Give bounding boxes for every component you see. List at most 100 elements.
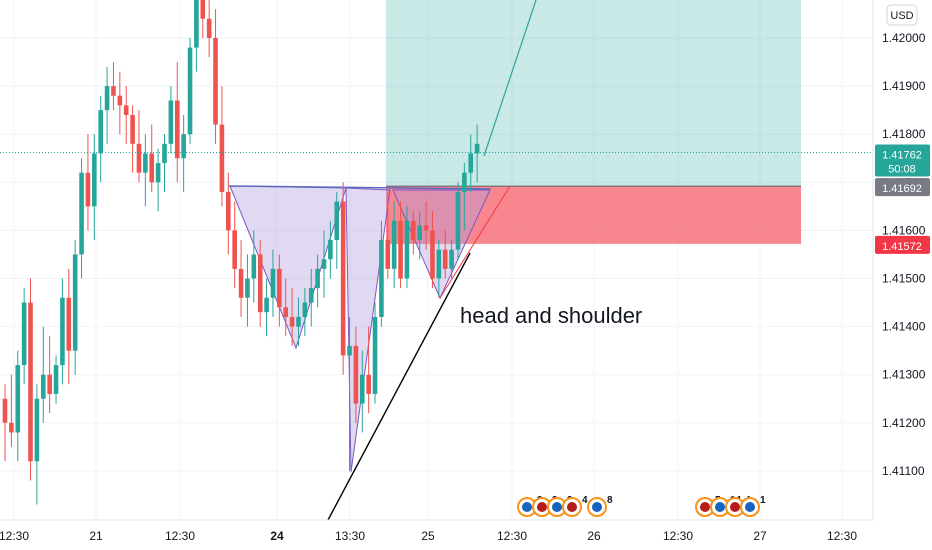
candle-body (334, 201, 340, 241)
candle (251, 230, 257, 303)
candle-body (130, 114, 135, 144)
candle-body (353, 345, 359, 404)
candle (315, 254, 320, 308)
candle-body (206, 18, 212, 38)
candle-body (219, 124, 225, 192)
candle (442, 230, 448, 279)
candle (321, 230, 327, 298)
target-zone (386, 0, 801, 187)
price-tick-label: 1.41600 (882, 223, 926, 237)
candle-body (34, 398, 40, 462)
candle-body (60, 297, 65, 366)
candle (21, 288, 27, 385)
candle-body (302, 302, 308, 317)
candle (238, 240, 244, 317)
candle (85, 134, 91, 231)
price-tick-label: 1.41400 (882, 320, 926, 334)
price-tick-label: 1.41100 (882, 464, 925, 478)
candle (264, 278, 269, 337)
candle (66, 268, 72, 385)
time-tick-label: 12:30 (827, 529, 857, 543)
economic-events[interactable]: 3334851441 (517, 495, 766, 517)
candle-body (123, 105, 129, 115)
candle (462, 163, 467, 231)
currency-label: USD (890, 10, 913, 22)
price-tick-label: 1.41300 (882, 368, 926, 382)
last-price-badge-text: 1.41762 (882, 149, 922, 161)
candle-body (417, 225, 422, 241)
candle (194, 0, 199, 72)
candle (277, 254, 282, 327)
candle-body (155, 163, 161, 183)
event-count: 8 (607, 495, 613, 506)
neckline (227, 185, 491, 190)
candle-body (149, 153, 155, 183)
economic-event-icon[interactable]: 4 (562, 495, 588, 517)
economic-event-icon[interactable]: 8 (587, 495, 613, 517)
candle (296, 297, 301, 346)
time-tick-label: 12:30 (497, 529, 527, 543)
stop-price-badge-text: 1.41572 (882, 241, 922, 253)
candle (143, 134, 148, 207)
time-tick-label: 25 (421, 529, 435, 543)
candle-body (391, 220, 397, 269)
candle-body (232, 230, 237, 269)
economic-event-icon[interactable]: 3 (532, 495, 558, 517)
candle (449, 240, 454, 279)
candle-body (143, 153, 148, 173)
candle-body (187, 47, 193, 135)
time-axis-background[interactable] (0, 520, 932, 550)
candle (257, 240, 263, 327)
candle-body (168, 100, 174, 144)
candle-body (277, 268, 282, 308)
candle-body (104, 86, 110, 111)
candle-body (423, 225, 429, 231)
candle-body (92, 153, 97, 207)
candle (136, 110, 142, 183)
candle (430, 211, 435, 289)
candle (283, 278, 289, 337)
candle (359, 350, 365, 433)
annotation-label: head and shoulder (460, 303, 642, 328)
candle (411, 211, 416, 255)
candle-body (15, 365, 21, 433)
candle-body (251, 254, 257, 279)
candle (47, 336, 52, 414)
candle (200, 0, 206, 38)
stop-price-badge: 1.41572 (875, 235, 930, 254)
candlesticks[interactable] (2, 0, 480, 505)
candle-body (257, 254, 263, 313)
candle-body (226, 191, 231, 231)
candle (123, 86, 129, 144)
candle (60, 278, 65, 385)
candle (28, 278, 33, 481)
economic-event-icon[interactable]: 1 (740, 495, 766, 517)
candle-body (379, 240, 384, 317)
candle (328, 220, 333, 279)
candle (111, 62, 116, 111)
candle (423, 201, 429, 250)
candle-body (21, 302, 27, 366)
candle (219, 86, 225, 207)
candle-body (117, 95, 123, 106)
candle (455, 182, 461, 260)
drawn-lines (0, 0, 873, 521)
time-tick-label: 24 (270, 529, 284, 543)
currency-button[interactable]: USD (886, 4, 918, 26)
candle (98, 95, 103, 183)
candle (206, 0, 212, 58)
candle (174, 62, 180, 183)
candle-body (28, 302, 33, 462)
candle (436, 240, 442, 298)
candle (379, 220, 384, 327)
candle (226, 172, 231, 255)
candle-body (174, 100, 180, 159)
candle (334, 191, 340, 269)
candle-body (308, 288, 314, 303)
candle-body (85, 172, 91, 207)
price-axis-background[interactable] (873, 0, 932, 550)
price-tick-label: 1.41500 (882, 272, 926, 286)
candle-body (200, 0, 206, 19)
